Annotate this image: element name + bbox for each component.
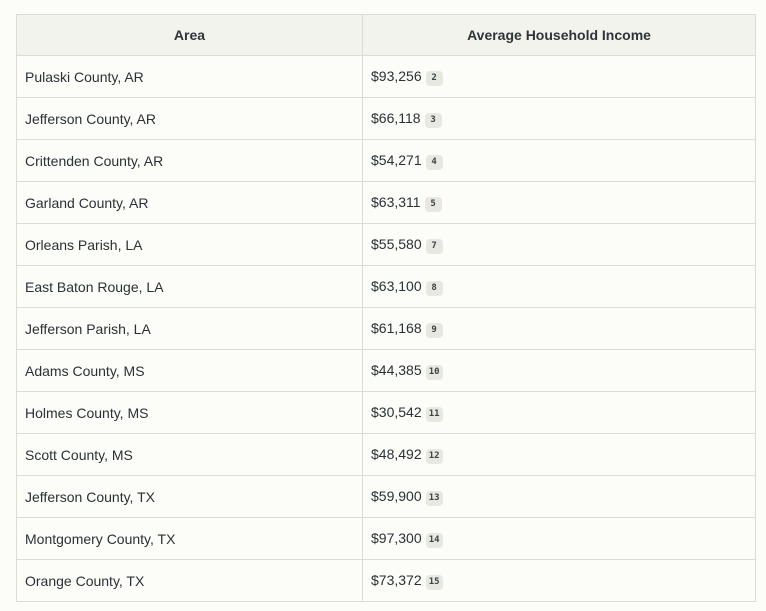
- citation-badge[interactable]: 5: [424, 196, 442, 212]
- table-row: Jefferson County, AR $66,118 3: [16, 97, 756, 140]
- income-value: $63,311: [371, 193, 421, 210]
- income-value: $44,385: [371, 361, 422, 378]
- income-value: $61,168: [371, 319, 422, 336]
- income-cell: $55,580 7: [362, 223, 756, 266]
- table-row: Pulaski County, AR $93,256 2: [16, 55, 756, 98]
- citation-badge[interactable]: 10: [425, 364, 443, 380]
- income-value: $54,271: [371, 151, 422, 168]
- table-row: Montgomery County, TX $97,300 14: [16, 517, 756, 560]
- table-row: Jefferson Parish, LA $61,168 9: [16, 307, 756, 350]
- area-cell: Crittenden County, AR: [16, 139, 363, 182]
- income-value: $97,300: [371, 529, 422, 546]
- income-cell: $61,168 9: [362, 307, 756, 350]
- income-value: $55,580: [371, 235, 422, 252]
- income-value: $66,118: [371, 109, 421, 126]
- income-value: $30,542: [371, 403, 422, 420]
- area-cell: Jefferson Parish, LA: [16, 307, 363, 350]
- income-value: $63,100: [371, 277, 422, 294]
- income-table-container: Area Average Household Income Pulaski Co…: [16, 14, 756, 602]
- area-cell: Garland County, AR: [16, 181, 363, 224]
- citation-badge[interactable]: 4: [425, 154, 443, 170]
- citation-badge[interactable]: 15: [425, 574, 443, 590]
- table-row: Orange County, TX $73,372 15: [16, 559, 756, 602]
- income-cell: $93,256 2: [362, 55, 756, 98]
- income-value: $59,900: [371, 487, 422, 504]
- area-cell: Scott County, MS: [16, 433, 363, 476]
- citation-badge[interactable]: 14: [425, 532, 443, 548]
- table-row: Garland County, AR $63,311 5: [16, 181, 756, 224]
- citation-badge[interactable]: 8: [425, 280, 443, 296]
- area-cell: Holmes County, MS: [16, 391, 363, 434]
- income-value: $93,256: [371, 67, 422, 84]
- table-row: East Baton Rouge, LA $63,100 8: [16, 265, 756, 308]
- income-cell: $63,100 8: [362, 265, 756, 308]
- table-row: Orleans Parish, LA $55,580 7: [16, 223, 756, 266]
- column-header-area: Area: [16, 14, 363, 56]
- area-cell: Jefferson County, AR: [16, 97, 363, 140]
- income-cell: $44,385 10: [362, 349, 756, 392]
- area-cell: Pulaski County, AR: [16, 55, 363, 98]
- income-cell: $66,118 3: [362, 97, 756, 140]
- citation-badge[interactable]: 3: [424, 112, 442, 128]
- table-row: Adams County, MS $44,385 10: [16, 349, 756, 392]
- area-cell: Orange County, TX: [16, 559, 363, 602]
- area-cell: East Baton Rouge, LA: [16, 265, 363, 308]
- citation-badge[interactable]: 12: [425, 448, 443, 464]
- income-table: Area Average Household Income Pulaski Co…: [16, 14, 756, 602]
- citation-badge[interactable]: 2: [425, 70, 443, 86]
- table-row: Jefferson County, TX $59,900 13: [16, 475, 756, 518]
- citation-badge[interactable]: 7: [425, 238, 443, 254]
- area-cell: Adams County, MS: [16, 349, 363, 392]
- income-value: $48,492: [371, 445, 422, 462]
- income-cell: $73,372 15: [362, 559, 756, 602]
- column-header-income: Average Household Income: [362, 14, 756, 56]
- income-cell: $48,492 12: [362, 433, 756, 476]
- table-row: Scott County, MS $48,492 12: [16, 433, 756, 476]
- citation-badge[interactable]: 9: [425, 322, 443, 338]
- table-row: Holmes County, MS $30,542 11: [16, 391, 756, 434]
- area-cell: Jefferson County, TX: [16, 475, 363, 518]
- table-row: Crittenden County, AR $54,271 4: [16, 139, 756, 182]
- area-cell: Montgomery County, TX: [16, 517, 363, 560]
- income-cell: $59,900 13: [362, 475, 756, 518]
- citation-badge[interactable]: 11: [425, 406, 443, 422]
- income-cell: $97,300 14: [362, 517, 756, 560]
- table-header-row: Area Average Household Income: [16, 14, 756, 56]
- area-cell: Orleans Parish, LA: [16, 223, 363, 266]
- income-cell: $54,271 4: [362, 139, 756, 182]
- citation-badge[interactable]: 13: [425, 490, 443, 506]
- income-value: $73,372: [371, 571, 422, 588]
- income-cell: $30,542 11: [362, 391, 756, 434]
- table-body: Pulaski County, AR $93,256 2 Jefferson Coun…: [16, 55, 756, 602]
- income-cell: $63,311 5: [362, 181, 756, 224]
